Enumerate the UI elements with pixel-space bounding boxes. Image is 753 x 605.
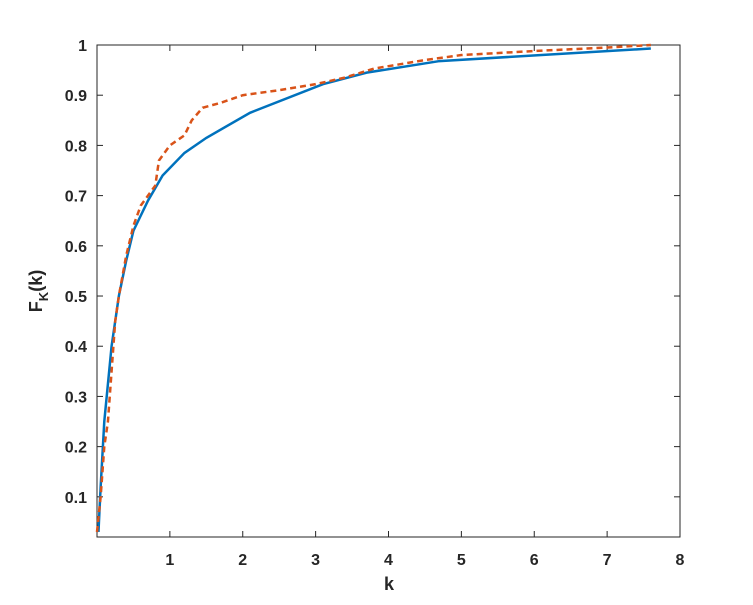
y-label-sub: K: [36, 291, 51, 301]
y-label-rest: (k): [26, 270, 46, 292]
x-tick-label: 7: [603, 552, 612, 569]
x-tick-label: 5: [457, 552, 466, 569]
series-line: [95, 43, 651, 533]
y-tick-label: 0.2: [65, 440, 87, 457]
x-axis-label: k: [384, 574, 395, 594]
y-tick-label: 0.3: [65, 389, 87, 406]
y-tick-label: 0.4: [65, 339, 87, 356]
y-tick-label: 0.8: [65, 138, 87, 155]
y-tick-label: 0.6: [65, 239, 87, 256]
x-tick-label: 4: [384, 552, 393, 569]
y-tick-label: 0.1: [65, 490, 87, 507]
y-tick-label: 0.9: [65, 88, 87, 105]
y-tick-label: 0.5: [65, 289, 87, 306]
x-tick-label: 8: [676, 552, 685, 569]
y-label-main: F: [26, 301, 46, 312]
y-tick-label: 0.7: [65, 189, 87, 206]
y-tick-label: 1: [78, 38, 87, 55]
x-tick-label: 2: [238, 552, 247, 569]
x-tick-label: 6: [530, 552, 539, 569]
y-axis-label: FK(k): [26, 270, 51, 312]
x-tick-label: 3: [311, 552, 320, 569]
x-tick-label: 1: [165, 552, 174, 569]
plot-area: [96, 44, 681, 538]
